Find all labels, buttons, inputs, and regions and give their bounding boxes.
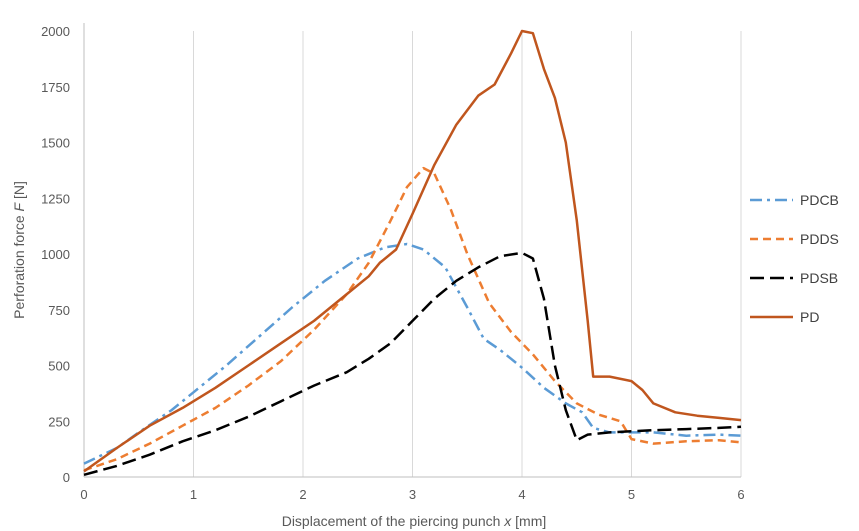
x-tick-label: 2 <box>299 487 306 502</box>
chart-grid <box>193 31 742 477</box>
x-tick-label: 1 <box>190 487 197 502</box>
x-axis-title-prefix: Displacement of the piercing punch <box>282 513 505 529</box>
legend-label-pdcb: PDCB <box>800 192 839 208</box>
chart-tick-labels: 0 1 2 3 4 5 6 0 250 500 750 1000 1250 1500 1750 2000 <box>41 24 745 502</box>
y-tick-label: 2000 <box>41 24 70 39</box>
series-line-pdds <box>83 166 742 472</box>
y-tick-label: 750 <box>48 303 70 318</box>
y-tick-label: 1000 <box>41 247 70 262</box>
y-tick-label: 1250 <box>41 191 70 206</box>
x-axis-title-variable: x <box>503 513 512 529</box>
chart-legend: PDCB PDDS PDSB PD <box>750 192 839 325</box>
y-tick-label: 1500 <box>41 136 70 151</box>
y-axis-title: Perforation force F [N] <box>11 181 27 319</box>
y-tick-label: 0 <box>63 470 70 485</box>
series-line-pdcb <box>83 242 742 465</box>
x-axis-title-suffix: [mm] <box>511 513 546 529</box>
legend-label-pd: PD <box>800 309 819 325</box>
x-tick-label: 5 <box>628 487 635 502</box>
y-axis-title-variable: F <box>11 201 27 211</box>
y-axis-title-prefix: Perforation force <box>11 211 27 318</box>
y-axis-title-suffix: [N] <box>11 181 27 203</box>
x-tick-label: 4 <box>518 487 525 502</box>
y-tick-label: 500 <box>48 359 70 374</box>
x-tick-label: 6 <box>737 487 744 502</box>
x-axis-title: Displacement of the piercing punch x [mm… <box>282 513 547 529</box>
x-tick-label: 0 <box>80 487 87 502</box>
series-line-pdsb <box>83 251 742 477</box>
y-tick-label: 1750 <box>41 80 70 95</box>
chart-axes <box>83 23 741 478</box>
y-tick-label: 250 <box>48 414 70 429</box>
chart-series <box>83 29 742 477</box>
legend-label-pdds: PDDS <box>800 231 839 247</box>
legend-label-pdsb: PDSB <box>800 270 838 286</box>
series-line-pd <box>83 29 742 473</box>
x-tick-label: 3 <box>409 487 416 502</box>
